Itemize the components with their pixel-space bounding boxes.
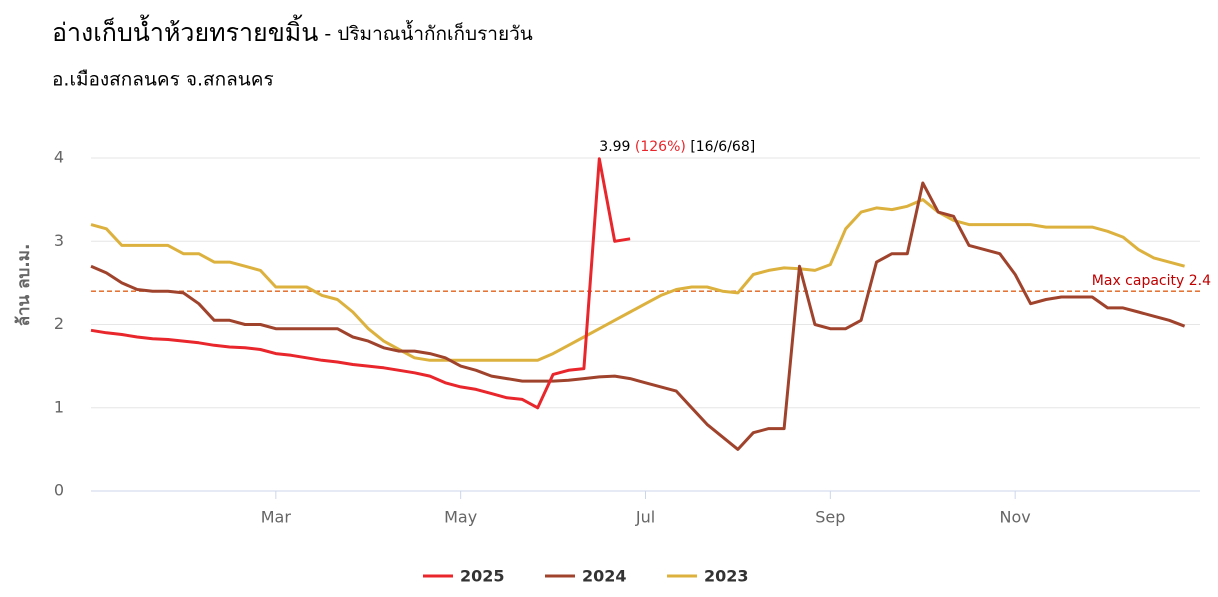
legend-label: 2023 [704, 567, 749, 586]
x-tick-label: Mar [261, 508, 292, 527]
title-suffix: - ปริมาณน้ำกักเก็บรายวัน [318, 20, 532, 45]
title-main: อ่างเก็บน้ำห้วยทรายขมิ้น [52, 14, 318, 47]
chart-subtitle: อ.เมืองสกลนคร จ.สกลนคร [52, 69, 274, 91]
peak-value: 3.99 [599, 139, 630, 155]
peak-date: [16/6/68] [690, 139, 755, 155]
x-tick-label: Sep [815, 508, 845, 527]
y-tick-label: 3 [54, 231, 64, 250]
x-tick-label: Nov [1000, 508, 1031, 527]
peak-percent: (126%) [635, 139, 686, 155]
y-tick-label: 4 [54, 148, 64, 167]
x-tick-label: Jul [635, 508, 655, 527]
y-axis-title: ล้าน ลบ.ม. [14, 244, 34, 327]
x-tick-label: May [444, 508, 477, 527]
legend-label: 2024 [582, 567, 627, 586]
peak-annotation: 3.99 (126%) [16/6/68] [599, 139, 755, 155]
y-tick-label: 2 [54, 314, 64, 333]
series-line [90, 198, 1185, 362]
max-capacity-label: Max capacity 2.4 [1092, 273, 1211, 289]
chart-title: อ่างเก็บน้ำห้วยทรายขมิ้น - ปริมาณน้ำกักเ… [52, 14, 533, 47]
series-line [90, 181, 1186, 451]
legend-label: 2025 [460, 567, 505, 586]
series-line [90, 157, 631, 410]
y-tick-label: 1 [54, 397, 64, 416]
y-tick-label: 0 [54, 481, 64, 500]
